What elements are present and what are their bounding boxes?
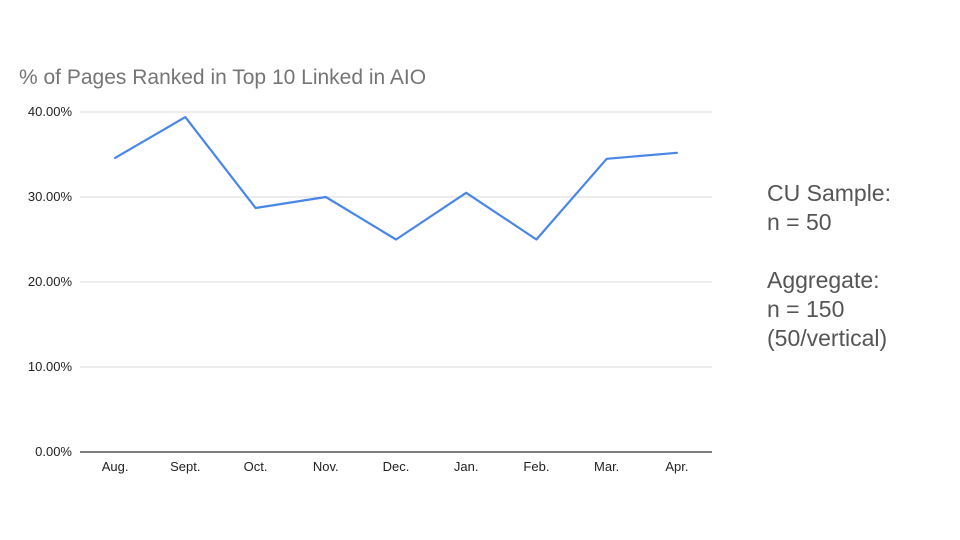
y-tick-label: 40.00%: [28, 104, 73, 119]
series-line: [113, 115, 679, 241]
gridlines: [80, 111, 712, 453]
y-tick-label: 20.00%: [28, 274, 73, 289]
chart-title: % of Pages Ranked in Top 10 Linked in AI…: [19, 66, 426, 89]
aggregate-detail: (50/vertical): [767, 325, 888, 351]
aggregate-n: n = 150: [767, 296, 845, 322]
aggregate-label: Aggregate:: [767, 267, 880, 293]
x-tick-label: Jan.: [454, 459, 479, 474]
x-tick-label: Feb.: [523, 459, 549, 474]
x-tick-label: Sept.: [170, 459, 200, 474]
sample-size-note: CU Sample: n = 50 Aggregate: n = 150 (50…: [767, 179, 891, 353]
cu-sample-label: CU Sample:: [767, 180, 891, 206]
x-axis-tick-labels: Aug. Sept. Oct. Nov. Dec. Jan. Feb. Mar. Apr.: [102, 459, 689, 474]
y-axis-tick-labels: 0.00% 10.00% 20.00% 30.00% 40.00%: [28, 104, 73, 459]
x-tick-label: Apr.: [665, 459, 688, 474]
x-tick-label: Aug.: [102, 459, 129, 474]
y-tick-label: 30.00%: [28, 189, 73, 204]
x-tick-label: Mar.: [594, 459, 619, 474]
note-spacer: [767, 237, 891, 266]
cu-sample-n: n = 50: [767, 209, 832, 235]
x-tick-label: Nov.: [313, 459, 339, 474]
y-tick-label: 0.00%: [35, 444, 72, 459]
x-tick-label: Oct.: [244, 459, 268, 474]
series-layer: [113, 115, 679, 241]
x-tick-label: Dec.: [383, 459, 410, 474]
y-tick-label: 10.00%: [28, 359, 73, 374]
